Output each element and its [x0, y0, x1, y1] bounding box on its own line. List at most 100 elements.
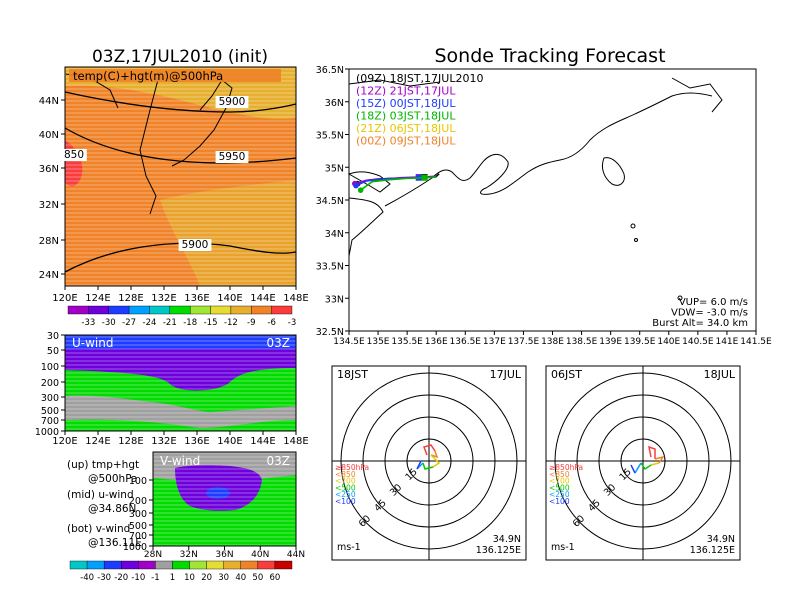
lon-label: 135.5E: [391, 337, 423, 347]
hodo-level-label: <850: [335, 470, 356, 479]
wind-colorbar-label: 10: [184, 573, 195, 583]
lon-label: 120E: [52, 293, 77, 304]
lat-label: 36N: [325, 98, 344, 109]
contour-label: 5950: [219, 151, 246, 163]
pressure-label: 30: [47, 331, 59, 342]
island-2: [634, 238, 638, 242]
track-legend-entry: (00Z) 09JST,18JUL: [356, 135, 456, 148]
map-500-frame: [64, 66, 297, 287]
lon-label: 136E: [425, 337, 448, 347]
hodo-trace: [422, 462, 434, 470]
uwind-frame: [64, 334, 297, 432]
hodo-trace: [648, 445, 656, 459]
wind-colorbar-label: -20: [114, 573, 128, 583]
coastline-shikoku: [348, 197, 384, 257]
hodo-trace: [650, 462, 660, 466]
lon-label: 124E: [85, 436, 110, 447]
colorbar-label: -15: [204, 318, 218, 328]
colorbar-swatch: [108, 305, 130, 315]
contour-label-bg: [178, 239, 212, 251]
wind-colorbar-swatch: [206, 560, 224, 570]
coastline-track-northeast: [671, 77, 723, 113]
hodo-level-label: ≥850hPa: [335, 463, 369, 472]
track-legend-entry: (21Z) 06JST,18JUL: [356, 122, 456, 135]
uwind-label: U-wind: [72, 336, 113, 350]
lat-label: 44N: [287, 550, 305, 560]
colorbar-swatch: [230, 305, 252, 315]
hodo-trace: [416, 460, 422, 470]
pressure-label: 500: [41, 406, 59, 417]
pressure-label: 700: [129, 531, 147, 542]
vwind-label: V-wind: [160, 454, 200, 468]
track-map-background: [349, 69, 756, 331]
hodo-trace: [630, 464, 636, 474]
hodo-trace: [634, 462, 642, 474]
lon-label: 132E: [151, 293, 176, 304]
hodo-trace: [423, 444, 436, 456]
vwind-time: 03Z: [267, 454, 291, 468]
colorbar-swatch: [128, 305, 150, 315]
coastline-awaji: [347, 171, 391, 193]
wind-colorbar-swatch: [274, 560, 293, 570]
hodo-trace: [430, 454, 441, 468]
lat-label: 34.5N: [316, 196, 344, 207]
colorbar-label: -6: [267, 318, 275, 328]
lat-label: 35N: [325, 163, 344, 174]
lon-label: 144E: [250, 293, 275, 304]
lon-label: 139E: [599, 337, 622, 347]
hodo-lat: 34.9N: [707, 534, 735, 545]
track-param: VUP= 6.0 m/s: [679, 297, 748, 308]
wind-colorbar-swatch: [103, 560, 122, 570]
lon-label: 141.5E: [740, 337, 772, 347]
vwind-lat-ticks: 28N 32N 36N 40N 44N: [144, 546, 305, 560]
contour-label-bg: [215, 96, 249, 108]
lon-label: 140.5E: [682, 337, 714, 347]
wind-colorbar-label: -30: [97, 573, 111, 583]
wind-colorbar-swatch: [189, 560, 207, 570]
colorbar-label: -27: [122, 318, 136, 328]
track-burst-marker: [421, 174, 428, 181]
left-title: 03Z,17JUL2010 (init): [92, 47, 268, 67]
pressure-label: 50: [47, 346, 59, 357]
contour-label-bg: [215, 151, 249, 163]
wind-colorbar-label: 1: [170, 573, 175, 583]
track-start-marker: [357, 187, 364, 193]
lon-label: 137.5E: [508, 337, 540, 347]
hodo-level-label: ≥850hPa: [549, 463, 583, 472]
wind-colorbar: -40 -30 -20 -10 -1 1 10 20 30 40 50 60: [69, 560, 293, 583]
hodo-level-label: <700: [335, 477, 356, 486]
lon-label: 148E: [283, 293, 308, 304]
lat-label: 24N: [39, 270, 59, 281]
pressure-label: 200: [41, 378, 59, 389]
coastline-track-north: [348, 79, 441, 87]
hodo-trace: [640, 462, 652, 471]
lon-label: 141E: [715, 337, 738, 347]
pressure-label: 500: [129, 521, 147, 532]
colorbar-label: -33: [81, 318, 95, 328]
colorbar-label: -9: [247, 318, 255, 328]
hodo-trace: [654, 455, 665, 464]
wind-colorbar-swatch: [138, 560, 156, 570]
right-title: Sonde Tracking Forecast: [434, 45, 665, 67]
contour-label: 5900: [219, 96, 246, 108]
uwind-lon-ticks: 120E 124E 128E 132E 136E 140E 144E 148E: [52, 431, 309, 447]
track-param: Burst Alt= 34.0 km: [652, 318, 748, 329]
track-param: VDW= -3.0 m/s: [671, 308, 748, 319]
colorbar-swatch: [88, 305, 109, 315]
island-3: [677, 295, 683, 301]
lat-label: 33N: [325, 294, 344, 305]
wind-colorbar-label: -1: [151, 573, 159, 583]
contour-labels: 5900 5950 5900 850: [61, 96, 249, 251]
contour-label: 850: [64, 149, 84, 161]
wind-colorbar-label: 60: [270, 573, 281, 583]
track-legend-entry: (15Z) 00JST,18JUL: [356, 97, 456, 110]
colorbar-swatch: [67, 305, 89, 315]
colorbar-label: -24: [143, 318, 157, 328]
colorbar-swatch: [169, 305, 191, 315]
hodo-unit: ms-1: [337, 542, 361, 553]
contour-5950: [64, 127, 297, 164]
map-500-lon-ticks: 120E 124E 128E 132E 136E 140E 144E 148E: [52, 286, 309, 304]
